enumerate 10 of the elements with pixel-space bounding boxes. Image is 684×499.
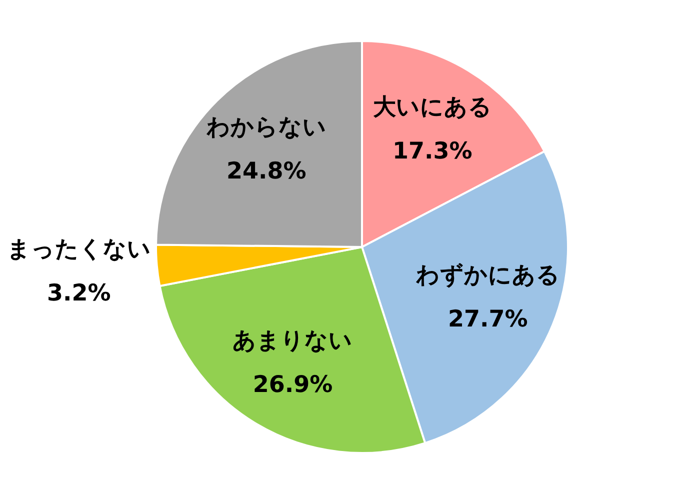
slice-label: わからない	[205, 114, 326, 140]
slice-label: あまりない	[232, 328, 353, 354]
slice-label: まったくない	[6, 236, 151, 262]
slice-label: 大いにある	[372, 94, 492, 121]
data-label: 26.9%	[252, 372, 333, 398]
data-label: 24.8%	[226, 158, 306, 184]
slice-label: わずかにある	[414, 262, 560, 288]
data-label: 17.3%	[392, 138, 472, 165]
data-label: 27.7%	[448, 306, 528, 332]
data-label: 3.2%	[46, 280, 111, 306]
